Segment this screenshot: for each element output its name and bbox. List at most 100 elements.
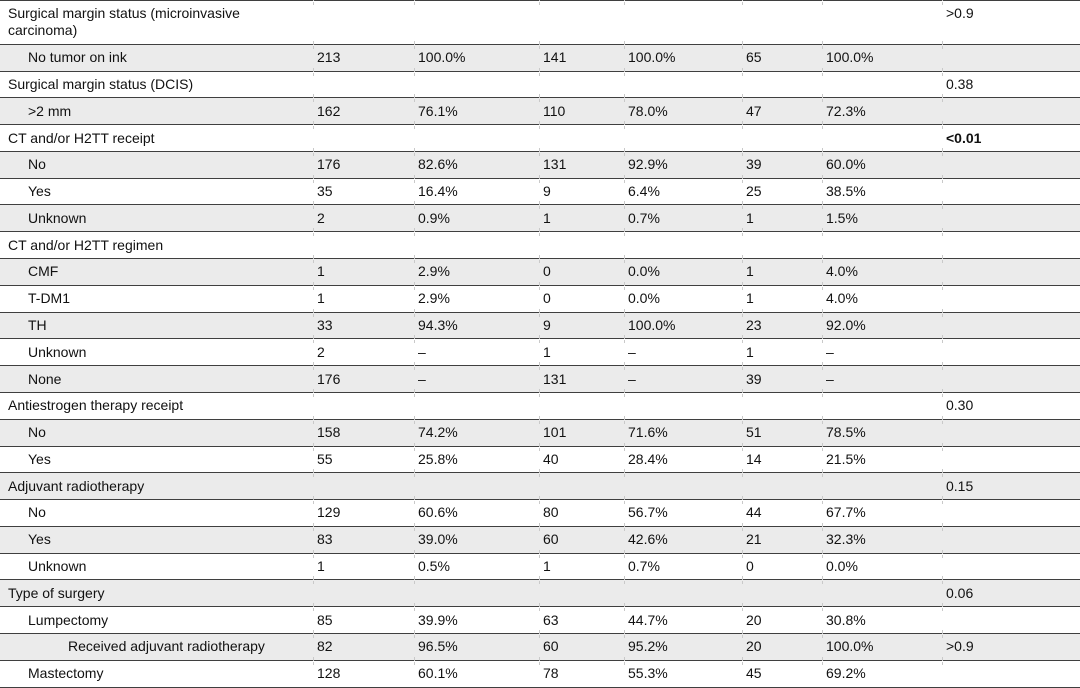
count-cell: 63 bbox=[539, 603, 624, 633]
percent-cell: 76.1% bbox=[414, 94, 539, 125]
percent-cell: 71.6% bbox=[624, 415, 742, 446]
table-row: Yes 35 16.4% 9 6.4% 25 38.5% bbox=[0, 174, 1080, 205]
percent-cell: – bbox=[624, 335, 742, 365]
percent-cell: 2.9% bbox=[414, 255, 539, 285]
count-cell: 60 bbox=[539, 522, 624, 553]
count-cell bbox=[539, 0, 624, 44]
percent-cell bbox=[414, 388, 539, 419]
p-value-cell bbox=[942, 496, 1080, 526]
count-cell: 25 bbox=[742, 174, 822, 205]
count-cell: 85 bbox=[313, 603, 414, 633]
count-cell: 129 bbox=[313, 496, 414, 526]
count-cell: 128 bbox=[313, 656, 414, 688]
count-cell: 80 bbox=[539, 496, 624, 526]
count-cell bbox=[742, 576, 822, 607]
percent-cell: 60.1% bbox=[414, 656, 539, 688]
count-cell bbox=[539, 228, 624, 258]
count-cell bbox=[742, 469, 822, 500]
p-value-cell bbox=[942, 255, 1080, 285]
row-label: Type of surgery bbox=[0, 579, 313, 607]
percent-cell: 100.0% bbox=[624, 308, 742, 339]
count-cell: 1 bbox=[539, 201, 624, 232]
percent-cell bbox=[624, 576, 742, 607]
percent-cell: 100.0% bbox=[822, 629, 942, 660]
p-value-cell bbox=[942, 308, 1080, 339]
count-cell: 110 bbox=[539, 94, 624, 125]
p-value-cell bbox=[942, 201, 1080, 232]
count-cell bbox=[742, 0, 822, 44]
percent-cell: 25.8% bbox=[414, 442, 539, 473]
table-row: Unknown 2–1–1– bbox=[0, 335, 1080, 365]
table-row: CMF 1 2.9% 0 0.0% 1 4.0% bbox=[0, 255, 1080, 285]
percent-cell: – bbox=[822, 335, 942, 365]
row-label: Unknown bbox=[0, 204, 313, 232]
p-value-cell bbox=[942, 549, 1080, 580]
row-label: CMF bbox=[0, 258, 313, 285]
percent-cell bbox=[414, 67, 539, 98]
count-cell bbox=[313, 388, 414, 419]
percent-cell: 44.7% bbox=[624, 603, 742, 633]
percent-cell: 1.5% bbox=[822, 201, 942, 232]
percent-cell: 16.4% bbox=[414, 174, 539, 205]
count-cell: 33 bbox=[313, 308, 414, 339]
percent-cell: 78.5% bbox=[822, 415, 942, 446]
count-cell: 35 bbox=[313, 174, 414, 205]
row-label: Yes bbox=[0, 445, 313, 473]
table-row: Type of surgery 0.06 bbox=[0, 576, 1080, 607]
percent-cell bbox=[822, 67, 942, 98]
percent-cell: 100.0% bbox=[624, 40, 742, 71]
percent-cell: – bbox=[414, 362, 539, 392]
percent-cell: 0.7% bbox=[624, 549, 742, 580]
percent-cell: 100.0% bbox=[822, 40, 942, 71]
table-row: Mastectomy 128 60.1% 78 55.3% 45 69.2% bbox=[0, 656, 1080, 688]
percent-cell: 56.7% bbox=[624, 496, 742, 526]
table-row: Yes 83 39.0% 60 42.6% 21 32.3% bbox=[0, 522, 1080, 553]
percent-cell bbox=[414, 0, 539, 44]
percent-cell: 92.9% bbox=[624, 147, 742, 178]
percent-cell: 39.0% bbox=[414, 522, 539, 553]
percent-cell: 0.7% bbox=[624, 201, 742, 232]
count-cell: 65 bbox=[742, 40, 822, 71]
table-row: No tumor on ink 213 100.0% 141 100.0% 65 100.0… bbox=[0, 40, 1080, 71]
percent-cell bbox=[822, 228, 942, 258]
count-cell: 20 bbox=[742, 603, 822, 633]
percent-cell bbox=[822, 576, 942, 607]
percent-cell bbox=[624, 469, 742, 500]
percent-cell: 28.4% bbox=[624, 442, 742, 473]
count-cell: 1 bbox=[539, 335, 624, 365]
count-cell: 39 bbox=[742, 147, 822, 178]
row-label: Unknown bbox=[0, 338, 313, 365]
count-cell: 51 bbox=[742, 415, 822, 446]
percent-cell bbox=[822, 469, 942, 500]
count-cell: 1 bbox=[742, 255, 822, 285]
p-value-cell bbox=[942, 94, 1080, 125]
count-cell: 158 bbox=[313, 415, 414, 446]
row-label: Surgical margin status (microinvasive ca… bbox=[0, 0, 313, 44]
p-value-cell bbox=[942, 656, 1080, 688]
row-label: Antiestrogen therapy receipt bbox=[0, 391, 313, 419]
table-row: TH 33 94.3% 9 100.0% 23 92.0% bbox=[0, 308, 1080, 339]
percent-cell: 42.6% bbox=[624, 522, 742, 553]
count-cell: 82 bbox=[313, 629, 414, 660]
count-cell: 78 bbox=[539, 656, 624, 688]
percent-cell: 96.5% bbox=[414, 629, 539, 660]
percent-cell: 0.0% bbox=[822, 549, 942, 580]
table-row: >2 mm 162 76.1% 110 78.0% 47 72.3% bbox=[0, 94, 1080, 125]
count-cell: 21 bbox=[742, 522, 822, 553]
count-cell: 23 bbox=[742, 308, 822, 339]
count-cell: 20 bbox=[742, 629, 822, 660]
count-cell bbox=[313, 121, 414, 151]
row-label: No bbox=[0, 499, 313, 526]
count-cell: 9 bbox=[539, 174, 624, 205]
count-cell bbox=[539, 121, 624, 151]
table-row: Lumpectomy 85 39.9% 63 44.7% 20 30.8% bbox=[0, 603, 1080, 633]
percent-cell: 21.5% bbox=[822, 442, 942, 473]
count-cell bbox=[313, 576, 414, 607]
percent-cell: 0.0% bbox=[624, 281, 742, 312]
count-cell: 0 bbox=[539, 255, 624, 285]
percent-cell: 0.9% bbox=[414, 201, 539, 232]
count-cell: 0 bbox=[742, 549, 822, 580]
percent-cell: 60.0% bbox=[822, 147, 942, 178]
count-cell: 1 bbox=[742, 201, 822, 232]
row-label: Unknown bbox=[0, 552, 313, 580]
